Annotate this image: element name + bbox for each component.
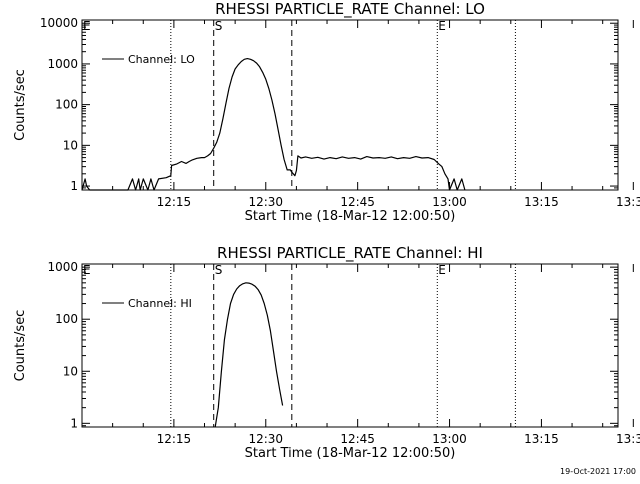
- panel-lo: RHESSI PARTICLE_RATE Channel: LO 12:15 12:…: [13, 0, 640, 224]
- time-marker-label: E: [83, 19, 91, 33]
- y-tick-label: 1000: [47, 260, 78, 274]
- time-marker-label: S: [215, 263, 223, 277]
- chart-title: RHESSI PARTICLE_RATE Channel: LO: [215, 0, 485, 19]
- y-tick-label: 1: [70, 416, 78, 430]
- time-marker-label: E: [438, 19, 446, 33]
- y-tick-label: 100: [55, 98, 78, 112]
- y-axis-label: Counts/sec: [13, 69, 28, 141]
- x-tick-label: 13:00: [432, 195, 467, 209]
- timestamp-stamp: 19-Oct-2021 17:00: [560, 467, 636, 476]
- x-tick-label: 12:15: [157, 432, 192, 446]
- series-line: [214, 282, 284, 428]
- x-tick-label: 13:15: [524, 195, 559, 209]
- x-tick-label: 13:30: [616, 195, 640, 209]
- chart-title: RHESSI PARTICLE_RATE Channel: HI: [217, 244, 483, 263]
- plot-frame: [81, 19, 619, 191]
- panel-hi: RHESSI PARTICLE_RATE Channel: HI 12:15 12:…: [13, 244, 640, 461]
- y-tick-label: 10000: [40, 16, 78, 30]
- x-tick-label: 13:15: [524, 432, 559, 446]
- series-line: [81, 58, 466, 191]
- x-tick-label: 12:45: [340, 432, 375, 446]
- time-marker-label: E: [83, 263, 91, 277]
- y-tick-label: 100: [55, 312, 78, 326]
- x-axis-label: Start Time (18-Mar-12 12:00:50): [245, 209, 456, 224]
- y-tick-label: 1: [70, 179, 78, 193]
- plot-frame: [81, 263, 619, 428]
- x-axis-label: Start Time (18-Mar-12 12:00:50): [245, 446, 456, 461]
- x-tick-label: 13:30: [616, 432, 640, 446]
- y-axis-label: Counts/sec: [13, 310, 28, 382]
- y-tick-label: 10: [63, 138, 78, 152]
- time-marker-label: S: [215, 19, 223, 33]
- y-tick-label: 1000: [47, 57, 78, 71]
- time-marker-label: E: [438, 263, 446, 277]
- legend-label: Channel: HI: [128, 297, 192, 310]
- x-tick-label: 12:30: [248, 432, 283, 446]
- x-tick-label: 12:45: [340, 195, 375, 209]
- y-tick-label: 10: [63, 364, 78, 378]
- x-tick-label: 13:00: [432, 432, 467, 446]
- legend-label: Channel: LO: [128, 53, 195, 66]
- x-tick-label: 12:15: [157, 195, 192, 209]
- x-tick-label: 12:30: [248, 195, 283, 209]
